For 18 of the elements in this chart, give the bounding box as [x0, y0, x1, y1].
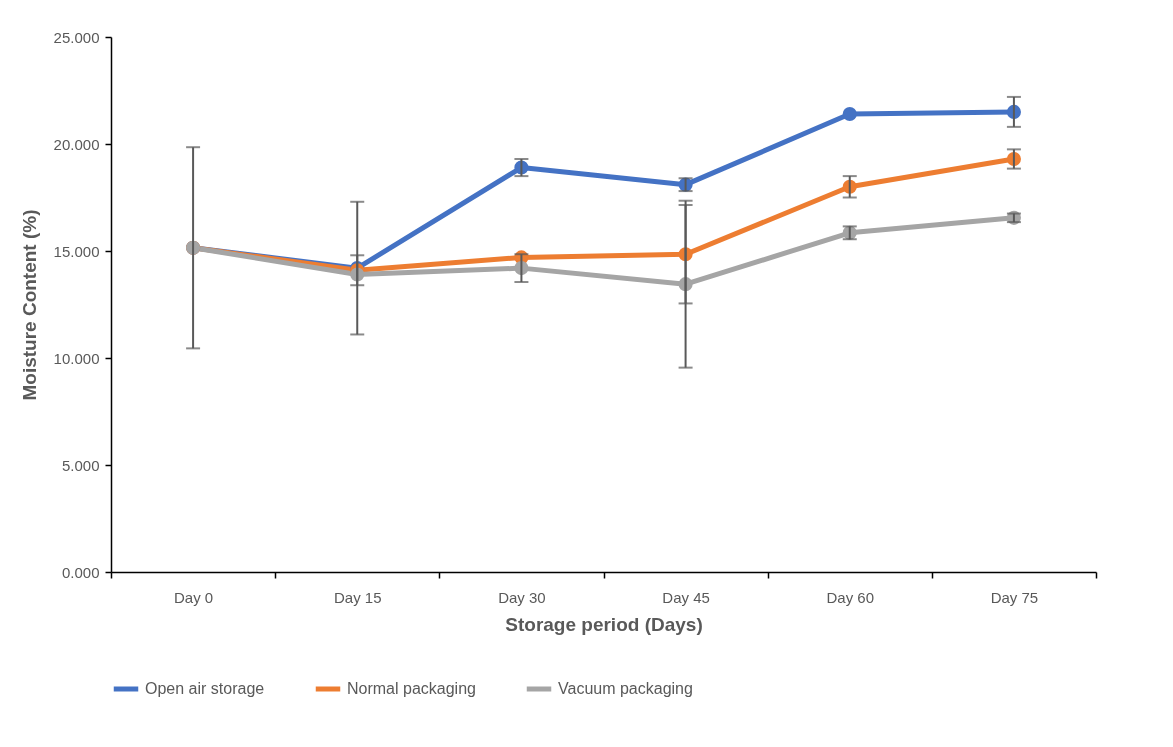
x-tick-label: Day 15	[333, 588, 382, 606]
x-axis-title: Storage period (Days)	[505, 613, 703, 635]
y-tick-label: 5.000	[61, 456, 100, 474]
y-tick-label: 0.000	[61, 563, 100, 581]
x-tick-label: Day 75	[990, 588, 1039, 606]
x-tick-label: Day 30	[498, 588, 546, 606]
point	[842, 106, 857, 122]
y-tick-label: 15.000	[53, 242, 100, 260]
legend-label: Vacuum packaging	[558, 680, 693, 697]
x-tick-label: Day 45	[662, 588, 710, 606]
legend-label: Open air storage	[145, 680, 265, 697]
y-tick-label: 20.000	[53, 135, 100, 153]
legend-label: Normal packaging	[347, 680, 476, 697]
y-tick-label: 10.000	[53, 349, 100, 367]
x-tick-label: Day 0	[173, 588, 214, 606]
y-tick-label: 25.000	[53, 28, 100, 46]
y-axis-title: Moisture Content (%)	[18, 209, 40, 401]
x-tick-label: Day 60	[826, 588, 875, 606]
